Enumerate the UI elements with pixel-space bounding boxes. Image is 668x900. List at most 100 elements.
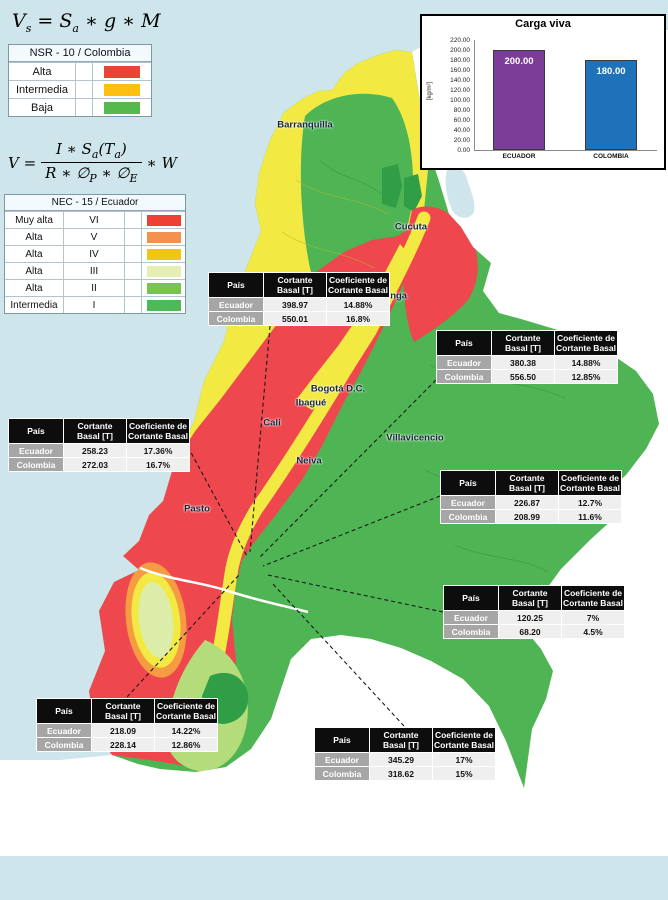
header-coeficiente: Coeficiente de Cortante Basal xyxy=(433,728,495,753)
formula-v: V = I ∗ Sa(Ta) R ∗ ∅P ∗ ∅E ∗ W xyxy=(8,140,177,185)
city-label: Barranquilla xyxy=(277,119,333,131)
cortante-basal-table-1: País Cortante Basal [T] Coeficiente de Corta… xyxy=(208,272,390,327)
legend-gap xyxy=(125,212,142,228)
city-label: Cucuta xyxy=(394,221,428,233)
color-swatch xyxy=(146,248,181,260)
legend-nsr-colombia: NSR - 10 / Colombia Alta Intermedia Baja xyxy=(8,44,152,117)
coef-cell: 11.6% xyxy=(559,510,621,524)
ocean-bottom-strip xyxy=(0,856,668,900)
country-cell: Colombia xyxy=(37,738,91,752)
cortante-basal-table-2: País Cortante Basal [T] Coeficiente de Corta… xyxy=(436,330,618,385)
basal-cell: 218.09 xyxy=(92,724,154,738)
table-row: Ecuador 120.25 7% xyxy=(444,611,624,625)
table-row: Colombia 208.99 11.6% xyxy=(441,510,621,524)
table-row: Ecuador 218.09 14.22% xyxy=(37,724,217,738)
legend-level: III xyxy=(64,263,125,279)
legend-swatch-cell xyxy=(93,81,151,98)
city-label: Bogotá D.C. xyxy=(310,383,366,395)
coef-cell: 12.86% xyxy=(155,738,217,752)
basal-cell: 272.03 xyxy=(64,458,126,472)
country-cell: Ecuador xyxy=(209,298,263,312)
bar-value-label: 200.00 xyxy=(504,56,534,67)
country-cell: Colombia xyxy=(209,312,263,326)
basal-cell: 120.25 xyxy=(499,611,561,625)
hazard-zones xyxy=(89,50,566,772)
chart-y-axis-label: [kg/m²] xyxy=(427,81,433,101)
legend-gap xyxy=(76,99,93,116)
x-category-label: ECUADOR xyxy=(502,153,536,160)
legend-swatch-cell xyxy=(93,63,151,80)
basal-cell: 550.01 xyxy=(264,312,326,326)
header-pais: País xyxy=(444,586,498,611)
ocean xyxy=(0,0,668,760)
coef-cell: 12.85% xyxy=(555,370,617,384)
legend-gap xyxy=(76,63,93,80)
legend-row: Alta III xyxy=(5,262,185,279)
legend-swatch-cell xyxy=(142,229,185,245)
legend-gap xyxy=(125,297,142,313)
coef-cell: 16.8% xyxy=(327,312,389,326)
legend-label: Alta xyxy=(5,263,64,279)
header-pais: País xyxy=(37,699,91,724)
table-row: Ecuador 398.97 14.88% xyxy=(209,298,389,312)
city-label: anga xyxy=(384,290,408,302)
city-label: Pasto xyxy=(184,503,210,515)
coef-cell: 17% xyxy=(433,753,495,767)
legend-swatch-cell xyxy=(142,263,185,279)
header-coeficiente: Coeficiente de Cortante Basal xyxy=(559,471,621,496)
city-label: Cali xyxy=(263,417,281,429)
country-cell: Ecuador xyxy=(9,444,63,458)
color-swatch xyxy=(146,214,181,226)
y-tick-label: 140.00 xyxy=(450,77,470,84)
coef-cell: 7% xyxy=(562,611,624,625)
leader-lines xyxy=(126,325,444,727)
basal-cell: 380.38 xyxy=(492,356,554,370)
legend-row: Alta V xyxy=(5,228,185,245)
header-coeficiente: Coeficiente de Cortante Basal xyxy=(155,699,217,724)
header-coeficiente: Coeficiente de Cortante Basal xyxy=(562,586,624,611)
country-cell: Ecuador xyxy=(37,724,91,738)
header-cortante-basal: Cortante Basal [T] xyxy=(264,273,326,298)
bar-value-label: 180.00 xyxy=(596,66,626,77)
legend-row: Baja xyxy=(9,98,151,116)
country-cell: Ecuador xyxy=(315,753,369,767)
chart-title: Carga viva xyxy=(515,18,571,30)
color-swatch xyxy=(104,65,140,78)
formula-vs: Vs = Sa ∗ g ∗ M xyxy=(12,10,161,35)
coef-cell: 15% xyxy=(433,767,495,781)
ecuador-bar: 200.00 xyxy=(493,50,545,150)
cortante-basal-table-5: País Cortante Basal [T] Coeficiente de Corta… xyxy=(443,585,625,640)
header-cortante-basal: Cortante Basal [T] xyxy=(499,586,561,611)
basal-cell: 556.50 xyxy=(492,370,554,384)
basal-cell: 398.97 xyxy=(264,298,326,312)
legend-label: Alta xyxy=(5,246,64,262)
y-tick-label: 200.00 xyxy=(450,47,470,54)
header-pais: País xyxy=(437,331,491,356)
country-cell: Ecuador xyxy=(441,496,495,510)
table-row: Ecuador 258.23 17.36% xyxy=(9,444,189,458)
header-coeficiente: Coeficiente de Cortante Basal xyxy=(555,331,617,356)
y-tick-label: 160.00 xyxy=(450,67,470,74)
header-pais: País xyxy=(9,419,63,444)
y-tick-label: 120.00 xyxy=(450,87,470,94)
legend-label: Muy alta xyxy=(5,212,64,228)
legend-row: Alta II xyxy=(5,279,185,296)
basal-cell: 345.29 xyxy=(370,753,432,767)
legend-row: Muy alta VI xyxy=(5,211,185,228)
color-swatch xyxy=(104,101,140,114)
legend-level: V xyxy=(64,229,125,245)
city-label: Neiva xyxy=(296,455,322,467)
legend-gap xyxy=(125,229,142,245)
region-boundaries-yellow xyxy=(281,179,389,269)
legend-label: Alta xyxy=(9,63,76,80)
color-swatch xyxy=(104,83,140,96)
legend-row: Intermedia xyxy=(9,80,151,98)
basal-cell: 258.23 xyxy=(64,444,126,458)
country-cell: Colombia xyxy=(437,370,491,384)
legend-level: VI xyxy=(64,212,125,228)
table-row: Colombia 68.20 4.5% xyxy=(444,625,624,639)
header-cortante-basal: Cortante Basal [T] xyxy=(64,419,126,444)
legend-row: Alta xyxy=(9,62,151,80)
formula-fraction: I ∗ Sa(Ta) R ∗ ∅P ∗ ∅E xyxy=(41,140,142,185)
